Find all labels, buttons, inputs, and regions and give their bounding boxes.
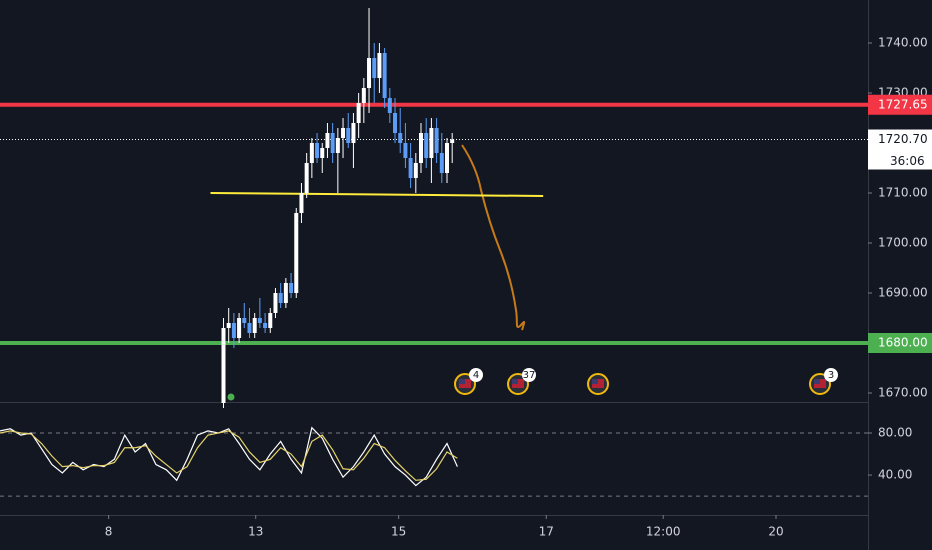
level-label: 1680.00 <box>878 336 928 350</box>
x-tick-label: 15 <box>391 525 406 539</box>
event-badge <box>824 368 838 382</box>
candle-body <box>429 128 434 158</box>
candle-body <box>325 133 330 148</box>
event-badge-label: 3 <box>828 370 834 381</box>
oscillator-tick-label: 40.00 <box>878 468 912 482</box>
x-tick-label: 20 <box>768 525 783 539</box>
candle-body <box>439 153 444 173</box>
candle-body <box>351 123 356 143</box>
trendline <box>210 192 544 197</box>
candle-body <box>289 283 294 293</box>
drawn-arrow <box>461 144 526 331</box>
candle-body <box>393 113 398 133</box>
candle-body <box>356 103 361 123</box>
candle-body <box>382 53 387 98</box>
x-tick-label: 13 <box>248 525 263 539</box>
candle-body <box>413 163 418 178</box>
candle-body <box>226 323 231 328</box>
y-tick-label: 1710.00 <box>878 186 928 200</box>
candle-body <box>237 318 242 338</box>
countdown: 36:06 <box>890 154 925 168</box>
oscillator-tick-label: 80.00 <box>878 426 912 440</box>
candle-body <box>377 53 382 78</box>
event-flag-canton <box>814 379 820 384</box>
candle-body <box>278 293 283 303</box>
candle-body <box>263 323 268 328</box>
candle-body <box>387 98 392 113</box>
candle-body <box>361 88 366 103</box>
event-badge-label: 4 <box>473 370 479 381</box>
x-tick-label: 17 <box>539 525 554 539</box>
oscillator-line <box>0 430 458 481</box>
candle-body <box>335 138 340 153</box>
candle-body <box>268 313 273 328</box>
x-tick-label: 8 <box>105 525 113 539</box>
events: 4 37 3 <box>454 368 838 395</box>
candle-body <box>299 193 304 213</box>
candle-body <box>242 318 247 323</box>
y-tick-label: 1740.00 <box>878 36 928 50</box>
candle-body <box>315 143 320 158</box>
candle-body <box>283 283 288 303</box>
event-flag-canton <box>592 379 598 384</box>
candle-body <box>341 128 346 138</box>
candle-body <box>398 133 403 143</box>
candle-body <box>273 293 278 313</box>
candle-body <box>408 158 413 178</box>
candle-body <box>434 128 439 153</box>
candle-body <box>294 213 299 293</box>
candle-body <box>320 148 325 158</box>
candle-body <box>403 143 408 158</box>
level-tag <box>868 94 932 115</box>
last-price-label: 1720.70 <box>878 132 928 146</box>
candle-body <box>247 323 252 333</box>
level-tag <box>868 333 932 353</box>
candle-body <box>309 143 314 163</box>
x-tick-label: 12:00 <box>646 525 681 539</box>
candle-body <box>372 58 377 78</box>
candle-body <box>444 143 449 173</box>
candle-body <box>419 133 424 163</box>
y-tick-label: 1690.00 <box>878 286 928 300</box>
event-badge <box>469 368 483 382</box>
event-badge-label: 37 <box>523 370 536 381</box>
candle-body <box>346 128 351 143</box>
event-flag-canton <box>459 379 465 384</box>
candle-body <box>257 318 262 323</box>
candle-body <box>304 163 309 193</box>
candle-body <box>252 318 257 333</box>
candle-body <box>231 323 236 338</box>
candle-body <box>424 133 429 158</box>
level-label: 1727.65 <box>878 97 928 111</box>
signal-dot <box>227 393 235 401</box>
candle-body <box>330 133 335 153</box>
candle-body <box>450 139 455 143</box>
event-flag-canton <box>512 379 518 384</box>
y-tick-label: 1670.00 <box>878 386 928 400</box>
last-price-tag <box>868 129 932 170</box>
y-tick-label: 1700.00 <box>878 236 928 250</box>
event-badge <box>522 368 536 382</box>
candle-body <box>221 328 226 403</box>
candle-body <box>367 58 372 88</box>
oscillator-line <box>0 426 458 487</box>
